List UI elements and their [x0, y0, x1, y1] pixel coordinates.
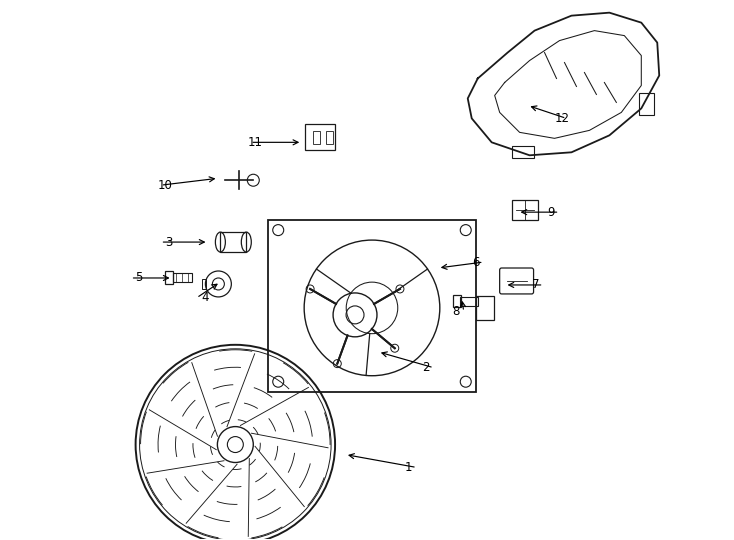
Bar — [164, 271, 173, 284]
Bar — [512, 200, 537, 220]
Text: 2: 2 — [422, 361, 429, 374]
Bar — [305, 124, 335, 150]
Bar — [220, 232, 247, 252]
Text: 11: 11 — [247, 136, 262, 149]
Text: 3: 3 — [165, 235, 172, 248]
Text: 5: 5 — [135, 272, 142, 285]
Text: 1: 1 — [405, 461, 413, 474]
Bar — [326, 131, 333, 144]
Bar — [268, 220, 476, 392]
Bar — [476, 296, 494, 320]
Text: 7: 7 — [531, 279, 539, 292]
Text: 10: 10 — [158, 179, 172, 192]
Bar — [459, 297, 478, 306]
Bar — [172, 273, 192, 282]
Text: 12: 12 — [554, 112, 570, 125]
Text: 9: 9 — [548, 206, 555, 219]
Bar — [639, 93, 654, 116]
Text: 6: 6 — [472, 255, 479, 268]
Bar — [313, 131, 320, 144]
Bar — [512, 146, 534, 158]
Text: 8: 8 — [452, 306, 459, 319]
Bar — [453, 295, 461, 307]
Text: 4: 4 — [201, 292, 208, 305]
Bar — [203, 279, 206, 289]
